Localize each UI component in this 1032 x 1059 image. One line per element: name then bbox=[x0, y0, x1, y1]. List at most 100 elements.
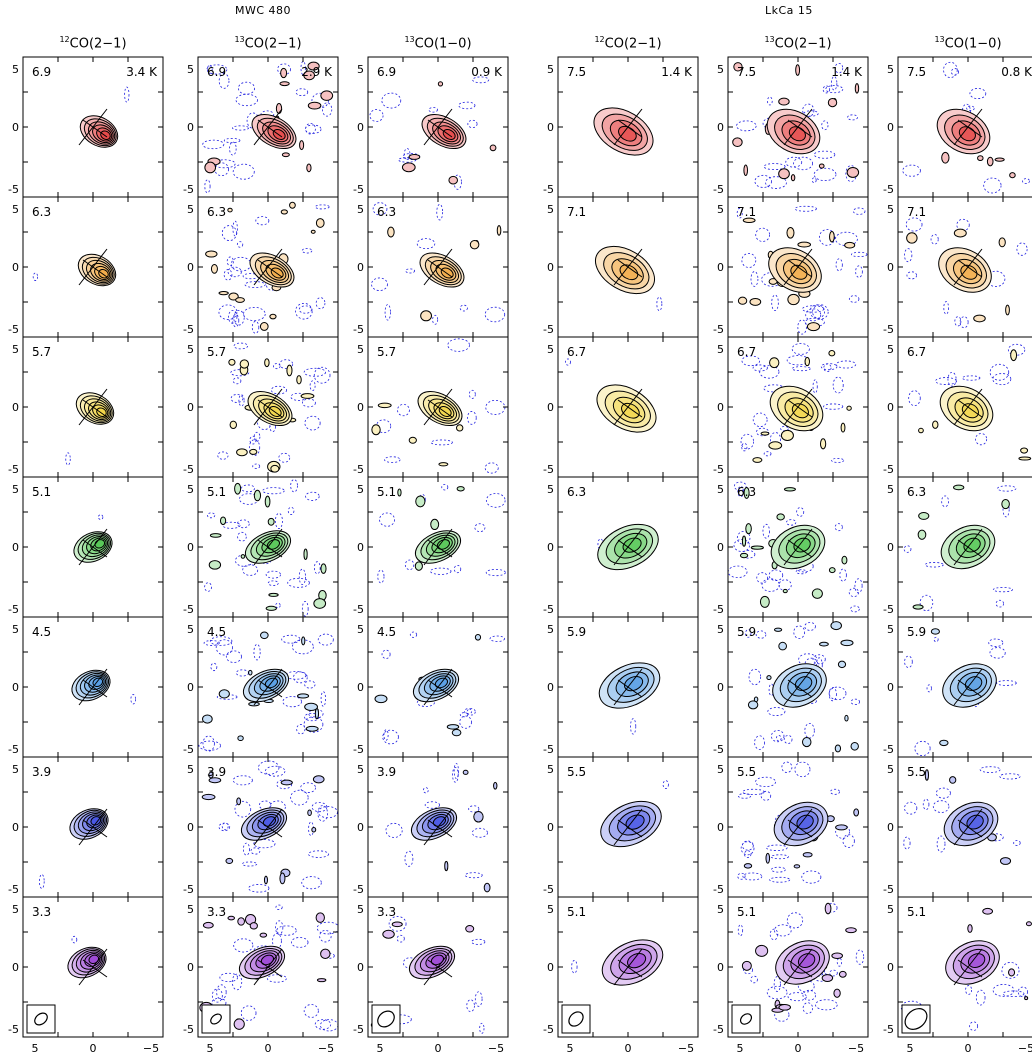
noise-contour bbox=[415, 495, 426, 508]
negative-contour bbox=[424, 801, 441, 809]
negative-contour bbox=[468, 805, 480, 813]
negative-contour bbox=[919, 594, 934, 612]
velocity-label: 6.3 bbox=[907, 485, 926, 499]
y-tick-label: -5 bbox=[713, 1023, 724, 1036]
negative-contour bbox=[769, 928, 779, 941]
negative-contour bbox=[763, 451, 772, 457]
channel-panel: 4.5 bbox=[22, 616, 164, 758]
negative-contour bbox=[314, 1019, 332, 1030]
velocity-label: 6.3 bbox=[377, 205, 396, 219]
velocity-label: 4.5 bbox=[377, 625, 396, 639]
noise-contour bbox=[264, 358, 270, 368]
y-tick-label: 5 bbox=[717, 903, 724, 916]
negative-contour bbox=[737, 924, 744, 937]
negative-contour bbox=[198, 740, 221, 751]
y-tick-label: 0 bbox=[357, 961, 364, 974]
negative-contour bbox=[975, 433, 988, 446]
negative-contour bbox=[850, 605, 860, 613]
negative-contour bbox=[745, 629, 752, 638]
negative-contour bbox=[795, 569, 807, 575]
negative-contour bbox=[235, 669, 249, 677]
noise-contour bbox=[998, 237, 1006, 248]
noise-contour bbox=[837, 660, 847, 669]
negative-contour bbox=[474, 991, 483, 1007]
negative-contour bbox=[904, 801, 918, 815]
y-tick-label: 0 bbox=[12, 401, 19, 414]
noise-contour bbox=[853, 808, 860, 817]
negative-contour bbox=[750, 975, 758, 984]
noise-contour bbox=[941, 151, 950, 164]
negative-contour bbox=[295, 302, 313, 320]
negative-contour bbox=[770, 854, 789, 860]
noise-contour bbox=[259, 322, 269, 331]
transition-label: CO(2−1) bbox=[69, 36, 127, 52]
noise-contour bbox=[208, 560, 222, 570]
y-tick-label: 0 bbox=[547, 961, 554, 974]
noise-contour bbox=[741, 960, 752, 971]
noise-contour bbox=[301, 636, 306, 646]
y-tick-label: -5 bbox=[353, 323, 364, 336]
negative-contour bbox=[416, 238, 436, 250]
negative-contour bbox=[797, 319, 807, 335]
noise-contour bbox=[743, 164, 749, 177]
channel-panel: 3.3 bbox=[22, 896, 164, 1038]
negative-contour bbox=[432, 314, 439, 325]
noise-contour bbox=[307, 61, 320, 71]
negative-contour bbox=[405, 268, 416, 274]
negative-contour bbox=[381, 649, 391, 659]
noise-contour bbox=[802, 852, 813, 858]
negative-contour bbox=[441, 483, 449, 491]
negative-contour bbox=[300, 60, 306, 76]
negative-contour bbox=[902, 164, 921, 177]
negative-contour bbox=[793, 625, 806, 639]
negative-contour bbox=[904, 655, 913, 668]
negative-contour bbox=[786, 355, 810, 366]
negative-contour bbox=[759, 365, 780, 379]
noise-contour bbox=[279, 872, 286, 885]
negative-contour bbox=[275, 920, 284, 935]
negative-contour bbox=[474, 523, 486, 533]
noise-contour bbox=[793, 864, 801, 869]
negative-contour bbox=[241, 861, 258, 867]
velocity-label: 5.5 bbox=[907, 765, 926, 779]
negative-contour bbox=[825, 85, 844, 94]
velocity-label: 7.1 bbox=[907, 205, 926, 219]
negative-contour bbox=[304, 415, 321, 431]
channel-panel: 5.1 bbox=[367, 476, 509, 618]
channel-panel: 3.3 bbox=[197, 896, 339, 1038]
negative-contour bbox=[258, 800, 272, 810]
negative-contour bbox=[320, 691, 326, 707]
y-tick-label: -5 bbox=[543, 883, 554, 896]
noise-contour bbox=[296, 375, 302, 385]
negative-contour bbox=[301, 398, 316, 408]
negative-contour bbox=[489, 635, 505, 642]
emission-contour bbox=[794, 676, 813, 691]
negative-contour bbox=[468, 389, 476, 399]
negative-contour bbox=[766, 985, 788, 1000]
y-tick-label: -5 bbox=[353, 743, 364, 756]
noise-contour bbox=[845, 927, 857, 934]
negative-contour bbox=[308, 850, 330, 858]
negative-contour bbox=[232, 220, 238, 237]
noise-contour bbox=[930, 628, 940, 635]
negative-contour bbox=[835, 231, 858, 246]
y-tick-label: -5 bbox=[543, 323, 554, 336]
negative-contour bbox=[954, 316, 962, 327]
y-tick-label: 0 bbox=[887, 401, 894, 414]
negative-contour bbox=[372, 202, 388, 216]
y-tick-label: 0 bbox=[887, 681, 894, 694]
noise-contour bbox=[209, 533, 222, 538]
negative-contour bbox=[812, 379, 818, 394]
negative-contour bbox=[211, 988, 223, 1003]
channel-panel: 3.9 bbox=[197, 756, 339, 898]
y-tick-label: 5 bbox=[12, 483, 19, 496]
velocity-label: 5.1 bbox=[907, 905, 926, 919]
negative-contour bbox=[766, 844, 788, 851]
negative-contour bbox=[775, 735, 782, 742]
negative-contour bbox=[786, 912, 804, 929]
negative-contour bbox=[839, 568, 847, 582]
noise-contour bbox=[755, 944, 769, 957]
y-tick-label: -5 bbox=[353, 1023, 364, 1036]
noise-contour bbox=[834, 744, 842, 753]
y-tick-label: 5 bbox=[717, 343, 724, 356]
